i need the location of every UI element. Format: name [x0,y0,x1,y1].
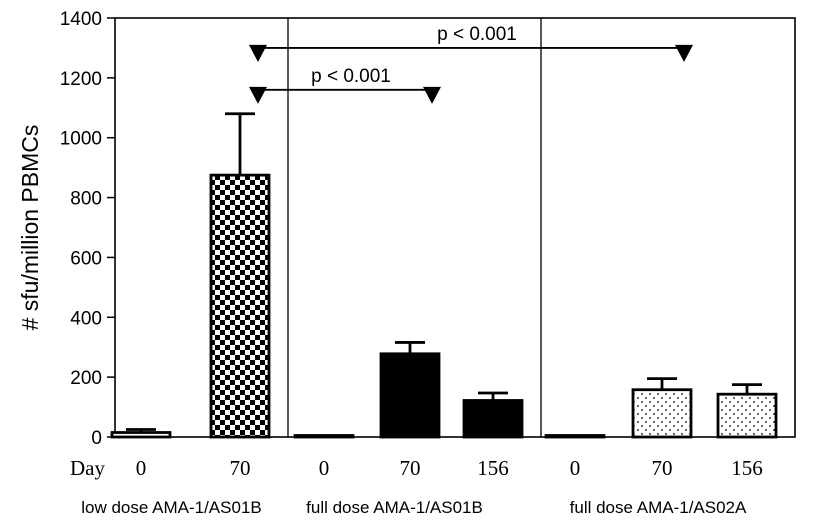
triangle-marker [249,44,267,63]
x-axis-prefix: Day [70,456,105,480]
y-axis-label: # sfu/million PBMCs [17,125,43,331]
bar [716,392,778,439]
axes: 0 200 400 600 800 1000 1200 1400 [60,9,796,449]
x-tick-label: 0 [319,456,330,480]
y-tick-label: 400 [70,308,102,329]
group-label: low dose AMA-1/AS01B [81,498,261,517]
group-label: full dose AMA-1/AS02A [570,498,747,517]
y-tick-label: 800 [70,189,102,210]
y-tick-label: 600 [70,248,102,269]
bar [110,431,172,439]
y-tick-label: 0 [91,428,102,449]
y-tick-label: 1000 [60,129,102,150]
bar [631,388,693,439]
triangle-marker [675,44,693,63]
plot-frame [114,17,796,438]
x-tick-label: 0 [570,456,581,480]
bars [110,112,778,439]
x-tick-label: 156 [731,456,763,480]
bar [209,173,271,439]
bar [462,399,524,439]
y-tick-label: 1200 [60,69,102,90]
bar [293,434,355,439]
triangle-marker [423,86,441,104]
x-tick-label: 156 [477,456,509,480]
significance-annotations: p < 0.001 p < 0.001 [249,24,693,104]
x-tick-label: 0 [136,456,147,480]
y-tick-label: 200 [70,368,102,389]
bar [544,434,606,439]
x-tick-label: 70 [400,456,421,480]
significance-label: p < 0.001 [311,66,391,87]
bar [379,352,441,439]
y-tick-label: 1400 [60,9,102,30]
x-tick-label: 70 [652,456,673,480]
x-tick-label: 70 [230,456,251,480]
triangle-marker [249,86,267,104]
significance-label: p < 0.001 [437,24,517,45]
group-label: full dose AMA-1/AS01B [306,498,483,517]
axis-labels: # sfu/million PBMCs Day 0 70 low dose AMA-1/… [17,125,763,517]
